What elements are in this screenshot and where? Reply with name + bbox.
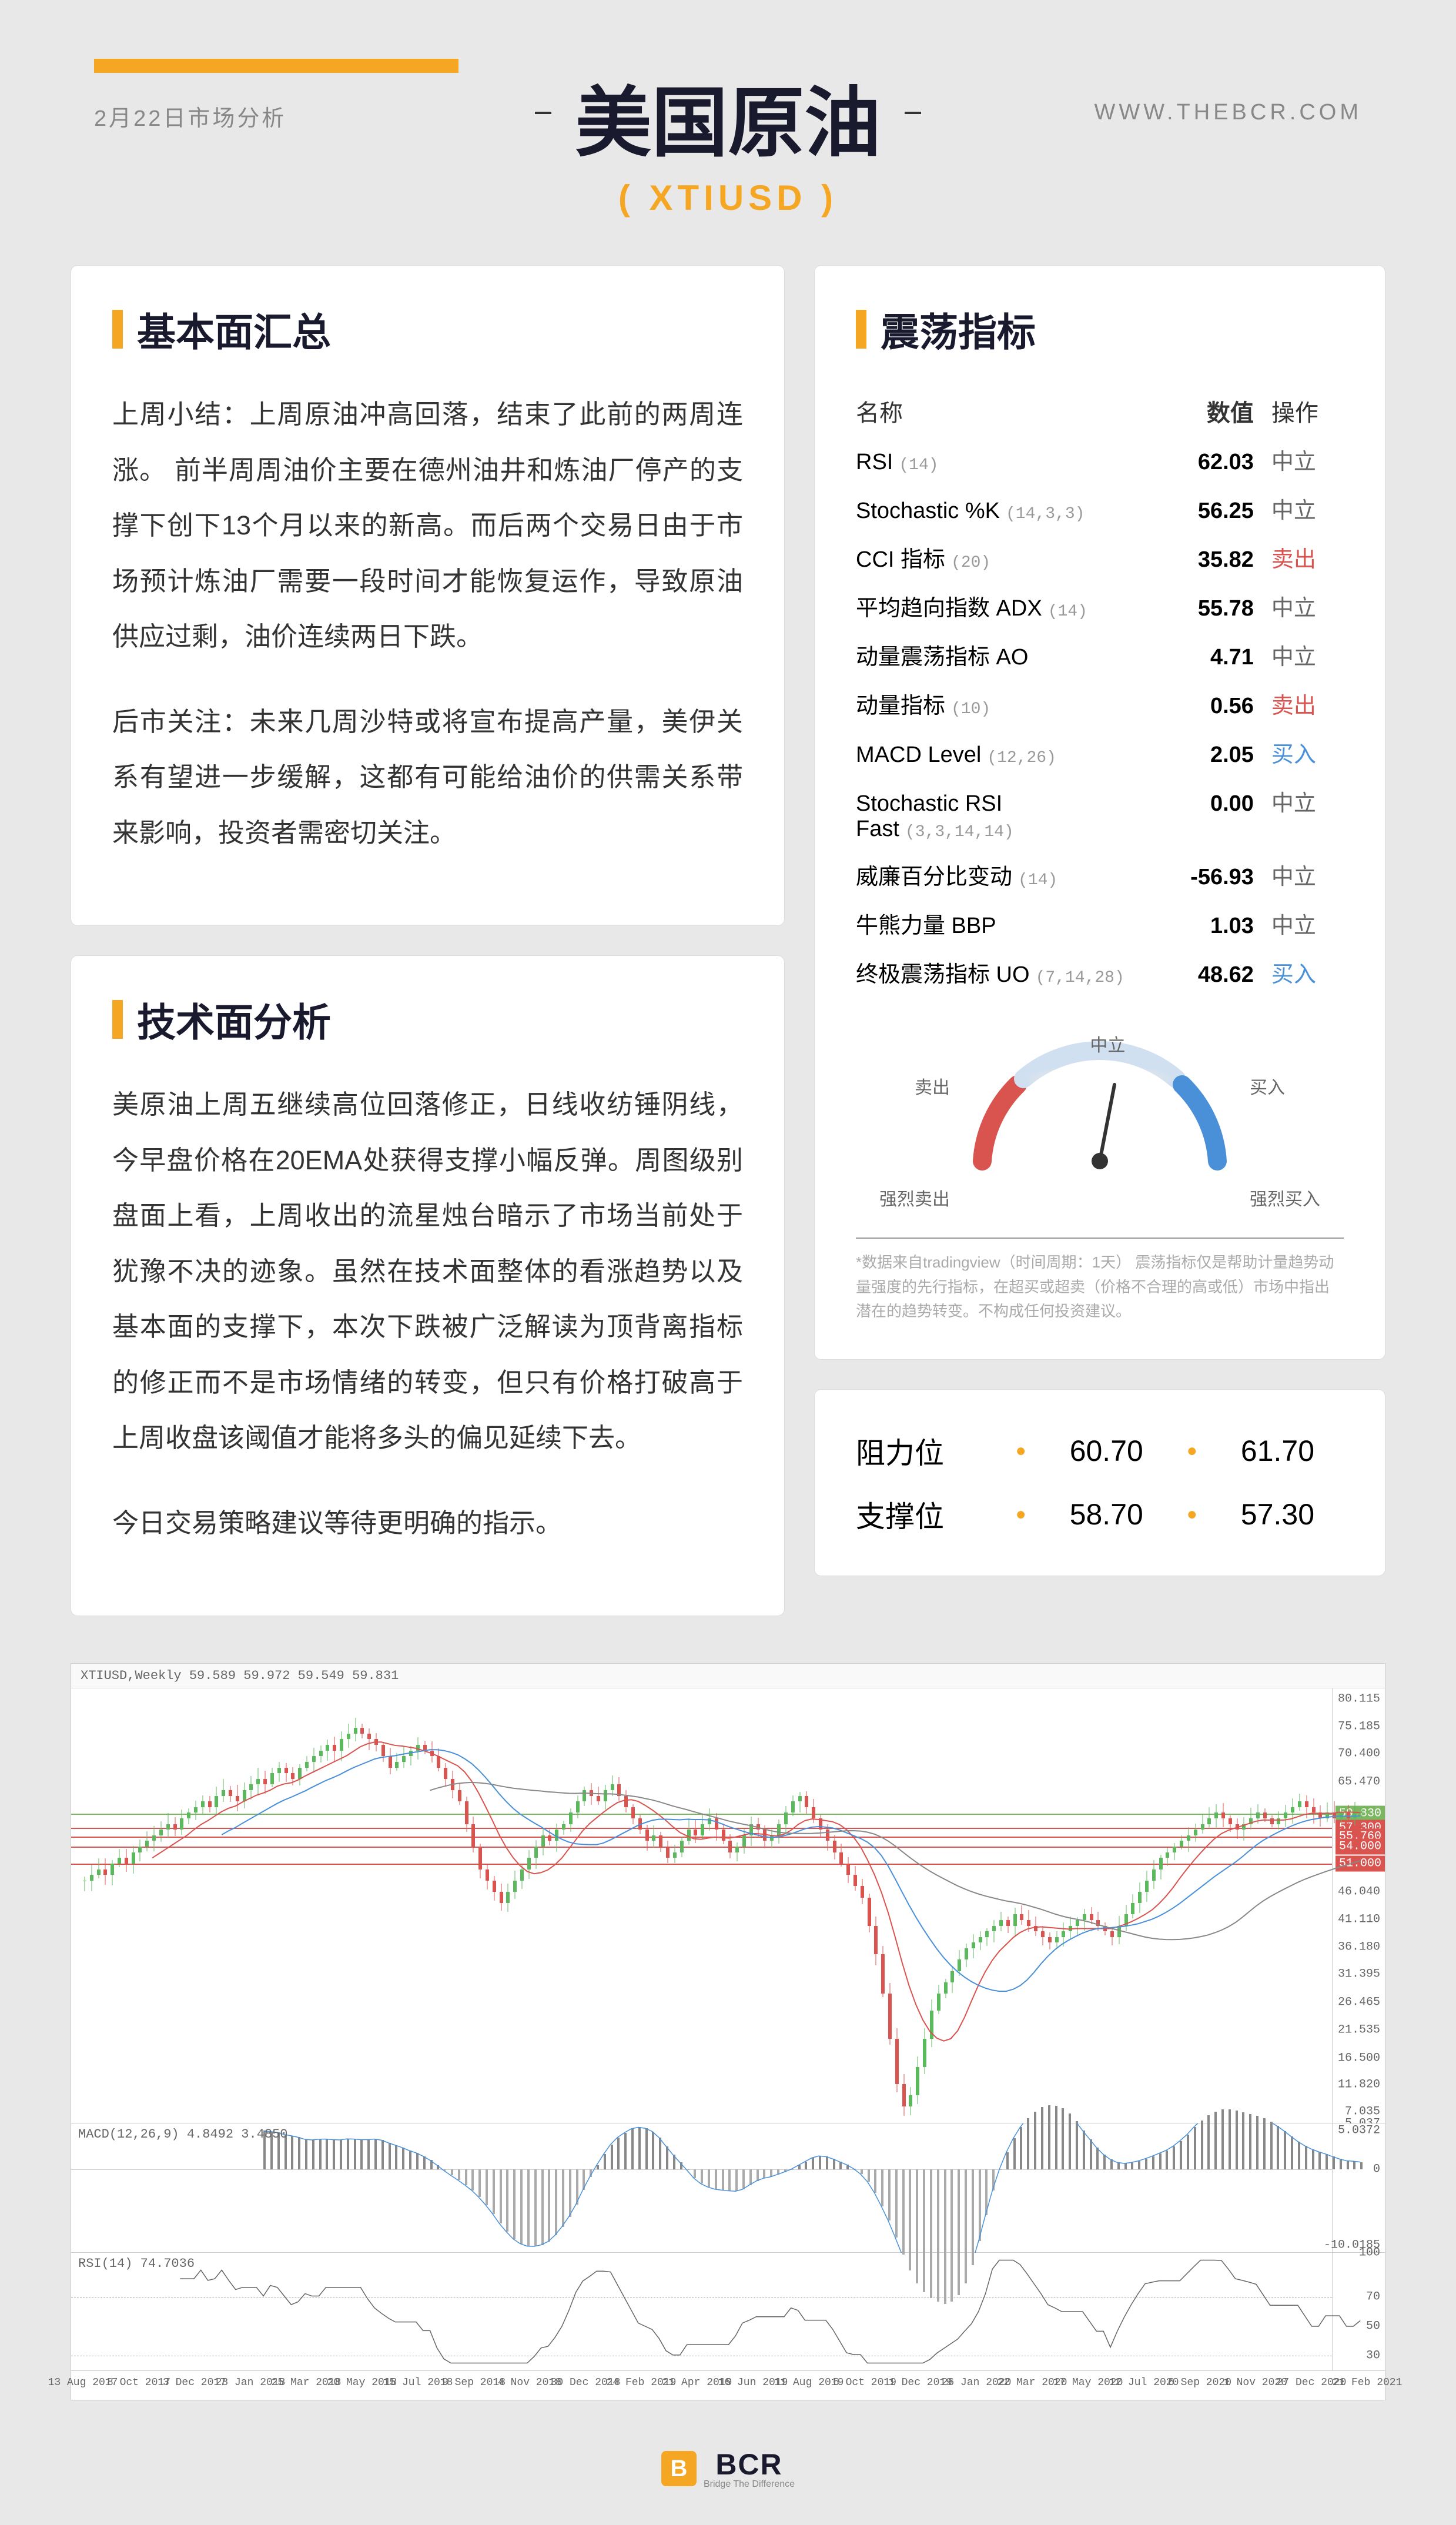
resistance-v1: 60.70 — [1040, 1434, 1173, 1468]
brand-tagline: Bridge The Difference — [704, 2479, 795, 2490]
disclaimer-text: *数据来自tradingview（时间周期：1天） 震荡指标仅是帮助计量趋势动量… — [856, 1238, 1344, 1324]
indicator-row: Stochastic %K(14,3,3)56.25中立 — [856, 484, 1344, 533]
technical-p1: 美原油上周五继续高位回落修正，日线收纺锤阴线，今早盘价格在20EMA处获得支撑小… — [112, 1077, 743, 1466]
support-v2: 57.30 — [1211, 1497, 1344, 1531]
brand-name: BCR — [704, 2447, 795, 2481]
indicator-row: 平均趋向指数 ADX(14)55.78中立 — [856, 581, 1344, 630]
fundamental-p2: 后市关注：未来几周沙特或将宣布提高产量，美伊关系有望进一步缓解，这都有可能给油价… — [112, 694, 743, 861]
levels-card: 阻力位 ● 60.70 ● 61.70 支撑位 ● 58.70 ● 57.30 — [814, 1389, 1385, 1576]
logo-icon: B — [661, 2451, 697, 2486]
indicator-row: CCI 指标(20)35.82卖出 — [856, 533, 1344, 581]
col-name: 名称 — [856, 394, 1145, 428]
header: 2月22日市场分析 美国原油 ( XTIUSD ) WWW.THEBCR.COM — [24, 24, 1432, 242]
support-v1: 58.70 — [1040, 1497, 1173, 1531]
indicator-row: Stochastic RSI Fast(3,3,14,14)0.00中立 — [856, 777, 1344, 850]
sentiment-gauge: 强烈卖出 卖出 中立 买入 强烈买入 — [856, 1020, 1344, 1220]
resistance-label: 阻力位 — [856, 1430, 1002, 1472]
date-label: 2月22日市场分析 — [94, 100, 286, 132]
col-action: 操作 — [1271, 394, 1344, 428]
technical-card: 技术面分析 美原油上周五继续高位回落修正，日线收纺锤阴线，今早盘价格在20EMA… — [71, 955, 785, 1616]
price-chart: XTIUSD,Weekly 59.589 59.972 59.549 59.83… — [71, 1663, 1385, 2400]
indicator-row: MACD Level(12,26)2.05买入 — [856, 728, 1344, 777]
indicator-row: 终极震荡指标 UO(7,14,28)48.62买入 — [856, 948, 1344, 996]
indicator-row: 牛熊力量 BBP1.03中立 — [856, 899, 1344, 948]
footer: B BCR Bridge The Difference — [24, 2424, 1432, 2501]
support-label: 支撑位 — [856, 1493, 1002, 1536]
chart-header: XTIUSD,Weekly 59.589 59.972 59.549 59.83… — [71, 1664, 1385, 1688]
indicator-row: 动量指标(10)0.56卖出 — [856, 679, 1344, 728]
fundamental-p1: 上周小结：上周原油冲高回落，结束了此前的两周连涨。 前半周周油价主要在德州油井和… — [112, 387, 743, 665]
oscillator-title: 震荡指标 — [856, 301, 1344, 357]
page-title: 美国原油 — [551, 61, 904, 172]
resistance-v2: 61.70 — [1211, 1434, 1344, 1468]
site-url: WWW.THEBCR.COM — [1094, 100, 1362, 125]
indicator-row: RSI(14)62.03中立 — [856, 435, 1344, 484]
indicator-table: 名称 数值 操作 RSI(14)62.03中立Stochastic %K(14,… — [856, 387, 1344, 996]
technical-title: 技术面分析 — [112, 991, 743, 1048]
col-value: 数值 — [1145, 394, 1271, 428]
accent-bar — [94, 59, 458, 73]
oscillator-card: 震荡指标 名称 数值 操作 RSI(14)62.03中立Stochastic %… — [814, 265, 1385, 1360]
fundamental-title: 基本面汇总 — [112, 301, 743, 357]
fundamental-card: 基本面汇总 上周小结：上周原油冲高回落，结束了此前的两周连涨。 前半周周油价主要… — [71, 265, 785, 926]
technical-p2: 今日交易策略建议等待更明确的指示。 — [112, 1496, 743, 1551]
indicator-row: 动量震荡指标 AO4.71中立 — [856, 630, 1344, 679]
page-subtitle: ( XTIUSD ) — [94, 178, 1362, 218]
indicator-row: 威廉百分比变动(14)-56.93中立 — [856, 850, 1344, 899]
